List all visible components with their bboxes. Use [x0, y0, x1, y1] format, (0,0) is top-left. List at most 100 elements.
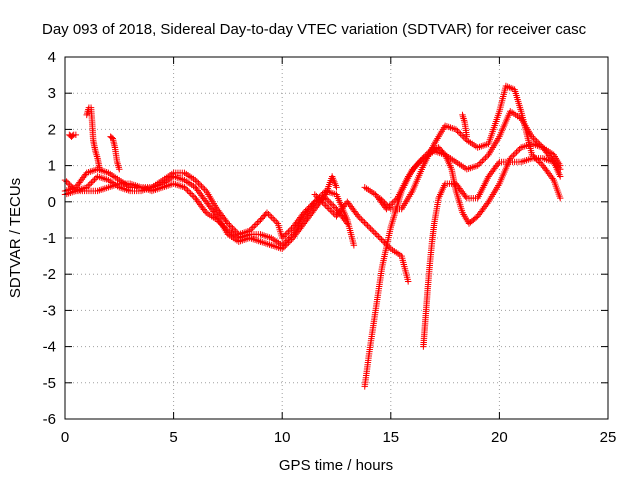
- data-point-fill: [408, 168, 415, 175]
- data-point-fill: [361, 219, 368, 226]
- data-point-fill: [479, 206, 486, 214]
- grid: [65, 57, 608, 419]
- data-point-fill: [313, 192, 320, 200]
- data-point-fill: [456, 185, 463, 192]
- data-point-fill: [198, 192, 205, 199]
- data-point: [192, 194, 199, 202]
- data-point-fill: [330, 209, 337, 217]
- data-point-fill: [247, 226, 255, 233]
- data-point-fill: [230, 226, 238, 233]
- data-point: [311, 205, 318, 213]
- data-point-fill: [68, 183, 75, 190]
- data-point-fill: [205, 201, 212, 209]
- plot-frame: [64, 56, 609, 420]
- data-point-fill: [193, 196, 200, 203]
- data-point-fill: [440, 150, 447, 157]
- data-point-fill: [486, 171, 493, 179]
- data-point-fill: [223, 218, 230, 226]
- data-point-fill: [368, 227, 376, 234]
- data-point-fill: [417, 157, 424, 164]
- data-point-fill: [511, 150, 519, 157]
- data-point-fill: [313, 202, 321, 210]
- data-point-fill: [111, 142, 118, 149]
- data-point-fill: [193, 185, 200, 193]
- data-point-fill: [249, 224, 256, 231]
- data-point-fill: [332, 182, 339, 189]
- data-point-fill: [91, 146, 99, 153]
- data-point-fill: [226, 221, 233, 229]
- data-point-fill: [450, 180, 457, 187]
- data-point-fill: [304, 208, 311, 215]
- data-point-fill: [472, 143, 480, 150]
- data-point-fill: [473, 214, 480, 221]
- data-point-fill: [536, 159, 543, 166]
- data-point-fill: [244, 231, 252, 239]
- data-point-fill: [495, 182, 502, 189]
- data-point-fill: [114, 181, 121, 188]
- data-point-fill: [316, 196, 323, 203]
- y-tick-label: 3: [48, 85, 56, 102]
- data-point-fill: [285, 228, 292, 235]
- x-tick-label: 0: [61, 429, 69, 446]
- data-point-fill: [199, 184, 207, 192]
- data-point-fill: [320, 200, 328, 208]
- data-point-fill: [516, 145, 523, 153]
- data-point-fill: [114, 175, 121, 183]
- data-point-fill: [450, 157, 458, 164]
- data-point-fill: [198, 183, 205, 190]
- data-point: [333, 213, 340, 220]
- data-point-fill: [447, 164, 455, 171]
- data-point-fill: [103, 184, 110, 192]
- data-point: [344, 198, 351, 205]
- x-axis-label: GPS time / hours: [279, 457, 393, 474]
- data-point-fill: [190, 175, 197, 183]
- data-point-fill: [79, 174, 87, 181]
- data-point-fill: [488, 168, 496, 175]
- data-point-fill: [353, 211, 361, 218]
- data-point-fill: [351, 208, 358, 215]
- data-point-fill: [492, 163, 499, 171]
- data-point-fill: [484, 200, 491, 207]
- data-point: [539, 162, 547, 169]
- data-point: [365, 223, 373, 231]
- data-point-fill: [477, 159, 484, 166]
- data-point-fill: [549, 175, 556, 182]
- data-point-fill: [471, 215, 478, 222]
- data-point-fill: [495, 135, 502, 142]
- data-point-fill: [189, 191, 196, 199]
- data-point-fill: [453, 182, 461, 189]
- data-point-fill: [370, 190, 377, 197]
- data-point-fill: [187, 190, 194, 197]
- data-point-fill: [317, 197, 325, 204]
- data-point-fill: [475, 211, 483, 218]
- data-point-fill: [261, 212, 268, 219]
- data-point-fill: [358, 216, 365, 223]
- data-point-fill: [319, 190, 326, 198]
- data-point-fill: [266, 212, 274, 219]
- data-point-fill: [455, 129, 463, 136]
- data-point-fill: [255, 231, 262, 238]
- y-tick-label: -1: [43, 230, 56, 247]
- data-point: [202, 198, 210, 205]
- data-point-fill: [89, 177, 97, 185]
- data-point-fill: [125, 187, 132, 194]
- data-point-fill: [546, 172, 554, 179]
- data-point-fill: [198, 203, 205, 210]
- data-point-fill: [338, 206, 345, 214]
- data-point-fill: [305, 206, 312, 214]
- data-point-fill: [204, 200, 211, 207]
- data-point-fill: [309, 209, 316, 216]
- data-point-fill: [315, 201, 322, 208]
- data-point-fill: [209, 206, 216, 214]
- data-point-fill: [526, 155, 534, 163]
- data-point: [376, 194, 384, 202]
- y-tick-label: -6: [43, 411, 56, 428]
- data-point-fill: [184, 187, 191, 194]
- data-point-fill: [251, 222, 258, 230]
- data-point-fill: [430, 222, 438, 229]
- data-point: [311, 191, 318, 198]
- data-point-fill: [339, 205, 346, 212]
- data-point-fill: [103, 176, 110, 183]
- data-point-fill: [396, 251, 404, 259]
- data-point-fill: [312, 204, 320, 211]
